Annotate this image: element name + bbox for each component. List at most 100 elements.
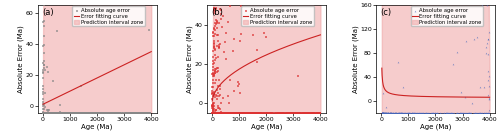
Absolute age error: [303, 112, 311, 114]
Absolute age error: [444, 112, 452, 114]
Absolute age error: [388, 112, 396, 114]
Absolute age error: [211, 112, 219, 114]
Absolute age error: [300, 112, 308, 114]
Absolute age error: [442, 112, 450, 114]
Absolute age error: [411, 112, 419, 114]
Absolute age error: [46, 112, 54, 114]
Absolute age error: [296, 112, 304, 114]
Absolute age error: [391, 112, 399, 114]
Absolute age error: [378, 112, 386, 114]
Absolute age error: [312, 112, 320, 114]
Absolute age error: [226, 112, 234, 114]
Absolute age error: [292, 112, 300, 114]
Absolute age error: [254, 112, 262, 114]
Absolute age error: [254, 112, 262, 114]
Absolute age error: [104, 112, 112, 114]
Absolute age error: [214, 105, 222, 107]
Absolute age error: [90, 112, 98, 114]
Absolute age error: [100, 112, 108, 114]
Absolute age error: [278, 112, 286, 114]
Absolute age error: [144, 112, 152, 114]
Absolute age error: [138, 112, 145, 114]
Absolute age error: [452, 112, 460, 114]
Absolute age error: [114, 112, 122, 114]
Absolute age error: [397, 112, 405, 114]
Absolute age error: [425, 112, 433, 114]
Absolute age error: [384, 112, 392, 114]
Absolute age error: [222, 112, 230, 114]
Absolute age error: [209, 103, 217, 105]
Absolute age error: [58, 112, 66, 114]
Absolute age error: [396, 112, 404, 114]
Absolute age error: [226, 112, 234, 114]
Absolute age error: [62, 112, 70, 114]
Absolute age error: [222, 112, 230, 114]
Absolute age error: [386, 112, 394, 114]
Absolute age error: [114, 112, 122, 114]
Absolute age error: [68, 112, 76, 114]
Absolute age error: [414, 112, 422, 114]
Absolute age error: [216, 94, 224, 96]
Absolute age error: [476, 112, 484, 114]
Absolute age error: [458, 112, 466, 114]
Absolute age error: [215, 112, 223, 114]
Absolute age error: [218, 112, 226, 114]
Absolute age error: [48, 112, 56, 114]
Absolute age error: [226, 112, 234, 114]
Absolute age error: [56, 112, 64, 114]
Absolute age error: [46, 112, 54, 114]
Absolute age error: [48, 112, 56, 114]
Absolute age error: [58, 112, 66, 114]
Absolute age error: [294, 75, 302, 77]
Absolute age error: [217, 112, 225, 114]
Absolute age error: [395, 112, 403, 114]
Absolute age error: [256, 112, 264, 114]
Absolute age error: [387, 112, 395, 114]
Absolute age error: [314, 112, 322, 114]
Absolute age error: [422, 112, 430, 114]
Absolute age error: [48, 112, 56, 114]
Absolute age error: [431, 112, 439, 114]
Absolute age error: [230, 112, 237, 114]
Absolute age error: [414, 112, 422, 114]
Absolute age error: [238, 112, 246, 114]
Absolute age error: [40, 112, 48, 114]
Absolute age error: [104, 112, 112, 114]
Absolute age error: [220, 112, 228, 114]
Absolute age error: [382, 112, 390, 114]
Absolute age error: [212, 112, 220, 114]
Absolute age error: [227, 112, 235, 114]
Absolute age error: [222, 112, 230, 114]
Absolute age error: [226, 112, 234, 114]
Absolute age error: [122, 112, 130, 114]
Absolute age error: [414, 112, 422, 114]
Absolute age error: [250, 112, 258, 114]
Absolute age error: [277, 112, 285, 114]
Absolute age error: [132, 112, 140, 114]
Absolute age error: [216, 8, 224, 10]
Absolute age error: [212, 112, 220, 114]
Absolute age error: [224, 112, 232, 114]
Absolute age error: [224, 112, 232, 114]
Absolute age error: [406, 112, 414, 114]
Absolute age error: [263, 112, 271, 114]
Error fitting curve: [118, 65, 124, 67]
Absolute age error: [236, 112, 244, 114]
Absolute age error: [67, 112, 75, 114]
Absolute age error: [48, 112, 56, 114]
Absolute age error: [223, 112, 231, 114]
Absolute age error: [302, 112, 310, 114]
Absolute age error: [224, 95, 232, 97]
Absolute age error: [210, 7, 218, 9]
Absolute age error: [441, 112, 449, 114]
Absolute age error: [126, 112, 134, 114]
Absolute age error: [400, 112, 408, 114]
Absolute age error: [111, 112, 119, 114]
Absolute age error: [290, 112, 298, 114]
Absolute age error: [40, 112, 48, 114]
Absolute age error: [60, 112, 68, 114]
Absolute age error: [398, 112, 406, 114]
Absolute age error: [378, 112, 386, 114]
Absolute age error: [408, 112, 416, 114]
Absolute age error: [484, 112, 492, 114]
